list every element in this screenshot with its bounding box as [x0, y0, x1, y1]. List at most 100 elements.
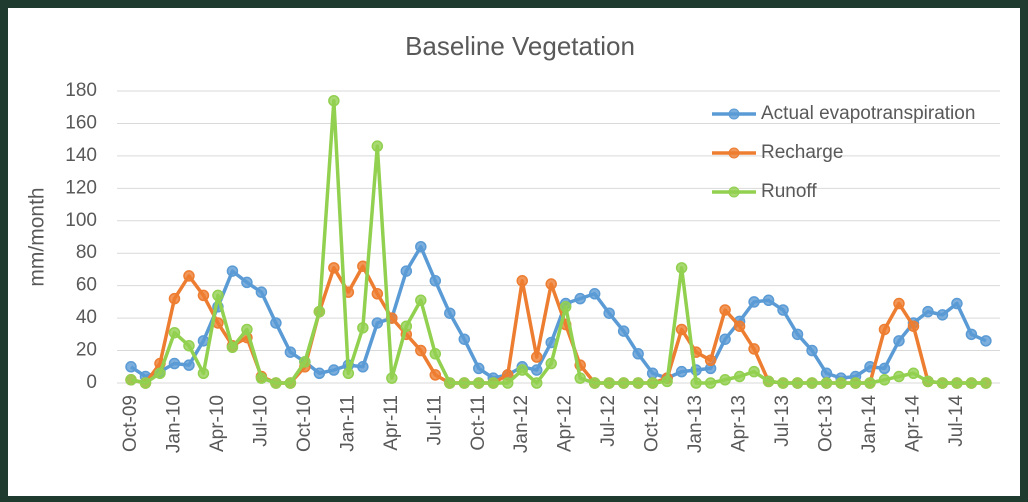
data-point: [603, 377, 615, 389]
data-point: [820, 377, 833, 389]
data-point: [806, 344, 818, 357]
data-point: [371, 317, 384, 329]
legend-marker: [728, 186, 740, 198]
data-point: [371, 140, 384, 152]
data-point: [965, 328, 978, 341]
data-point: [574, 372, 586, 384]
data-point: [458, 333, 471, 345]
data-point: [284, 377, 297, 389]
data-point: [545, 357, 557, 370]
chart-title: Baseline Vegetation: [405, 31, 635, 61]
data-point: [777, 377, 789, 389]
data-point: [936, 309, 949, 321]
x-tick-label: Apr-14: [902, 395, 923, 452]
legend-marker: [728, 147, 740, 159]
data-point: [530, 351, 543, 363]
data-point: [893, 297, 905, 310]
x-tick-label: Oct-12: [642, 395, 663, 452]
data-point: [922, 375, 934, 388]
data-point: [197, 289, 210, 302]
data-point: [806, 377, 818, 389]
data-point: [719, 374, 731, 386]
data-point: [762, 375, 775, 388]
data-point: [501, 377, 514, 389]
data-point: [328, 364, 340, 376]
data-point: [516, 275, 528, 287]
data-point: [357, 322, 369, 334]
data-point: [183, 339, 195, 352]
data-point: [632, 377, 644, 389]
x-tick-label: Jan-12: [511, 395, 532, 453]
data-point: [907, 320, 920, 332]
y-tick-label: 80: [76, 242, 97, 263]
y-tick-label: 180: [65, 80, 97, 101]
data-point: [313, 305, 326, 318]
x-tick-label: Jul-13: [772, 395, 793, 447]
data-point: [791, 377, 804, 389]
data-point: [183, 359, 195, 371]
data-point: [632, 348, 644, 360]
data-point: [965, 377, 978, 389]
data-point: [849, 377, 862, 389]
data-point: [661, 375, 673, 388]
data-point: [255, 372, 268, 384]
y-tick-label: 100: [65, 210, 97, 231]
data-point: [429, 348, 442, 360]
data-point: [719, 304, 731, 316]
data-point: [487, 377, 499, 389]
data-point: [617, 325, 630, 337]
data-point: [574, 292, 586, 305]
y-axis-label: mm/month: [26, 187, 49, 286]
series-line: [130, 244, 987, 380]
data-point: [893, 335, 905, 347]
x-tick-label: Apr-10: [207, 395, 228, 452]
data-point: [415, 344, 427, 357]
data-point: [748, 365, 760, 378]
data-point: [878, 362, 891, 375]
data-point: [270, 317, 282, 329]
data-point: [183, 270, 195, 282]
series-line: [130, 98, 986, 385]
data-point: [226, 265, 239, 277]
data-point: [864, 377, 876, 389]
y-tick-label: 0: [86, 372, 97, 393]
data-point: [951, 377, 963, 389]
data-point: [342, 367, 355, 380]
data-point: [516, 364, 528, 376]
data-point: [748, 343, 760, 355]
x-tick-label: Jul-10: [250, 395, 271, 447]
x-tick-label: Jan-10: [163, 395, 184, 453]
y-tick-label: 160: [65, 112, 97, 133]
x-tick-label: Jan-14: [859, 395, 880, 454]
legend-label: Recharge: [761, 142, 843, 163]
data-point: [762, 294, 775, 307]
data-point: [980, 335, 992, 347]
x-tick-label: Jul-12: [598, 395, 619, 447]
data-point: [719, 333, 731, 345]
data-point: [922, 305, 934, 318]
data-point: [444, 377, 456, 389]
data-point: [328, 262, 340, 274]
data-point: [675, 262, 688, 274]
data-point: [371, 288, 384, 300]
data-point: [588, 377, 601, 389]
x-tick-label: Jan-13: [685, 395, 706, 453]
x-tick-label: Jul-11: [424, 395, 445, 445]
data-point: [733, 370, 746, 383]
data-point: [415, 294, 427, 307]
data-point: [212, 289, 224, 302]
x-tick-label: Apr-13: [729, 395, 750, 452]
x-tick-label: Jan-11: [337, 395, 358, 452]
data-point: [197, 367, 210, 380]
data-point: [791, 328, 804, 341]
data-point: [733, 320, 746, 332]
data-point: [328, 94, 340, 107]
data-point: [168, 357, 181, 370]
data-point: [951, 297, 963, 310]
data-point: [603, 307, 615, 319]
data-point: [125, 374, 137, 386]
data-point: [154, 367, 166, 380]
data-point: [386, 372, 398, 384]
